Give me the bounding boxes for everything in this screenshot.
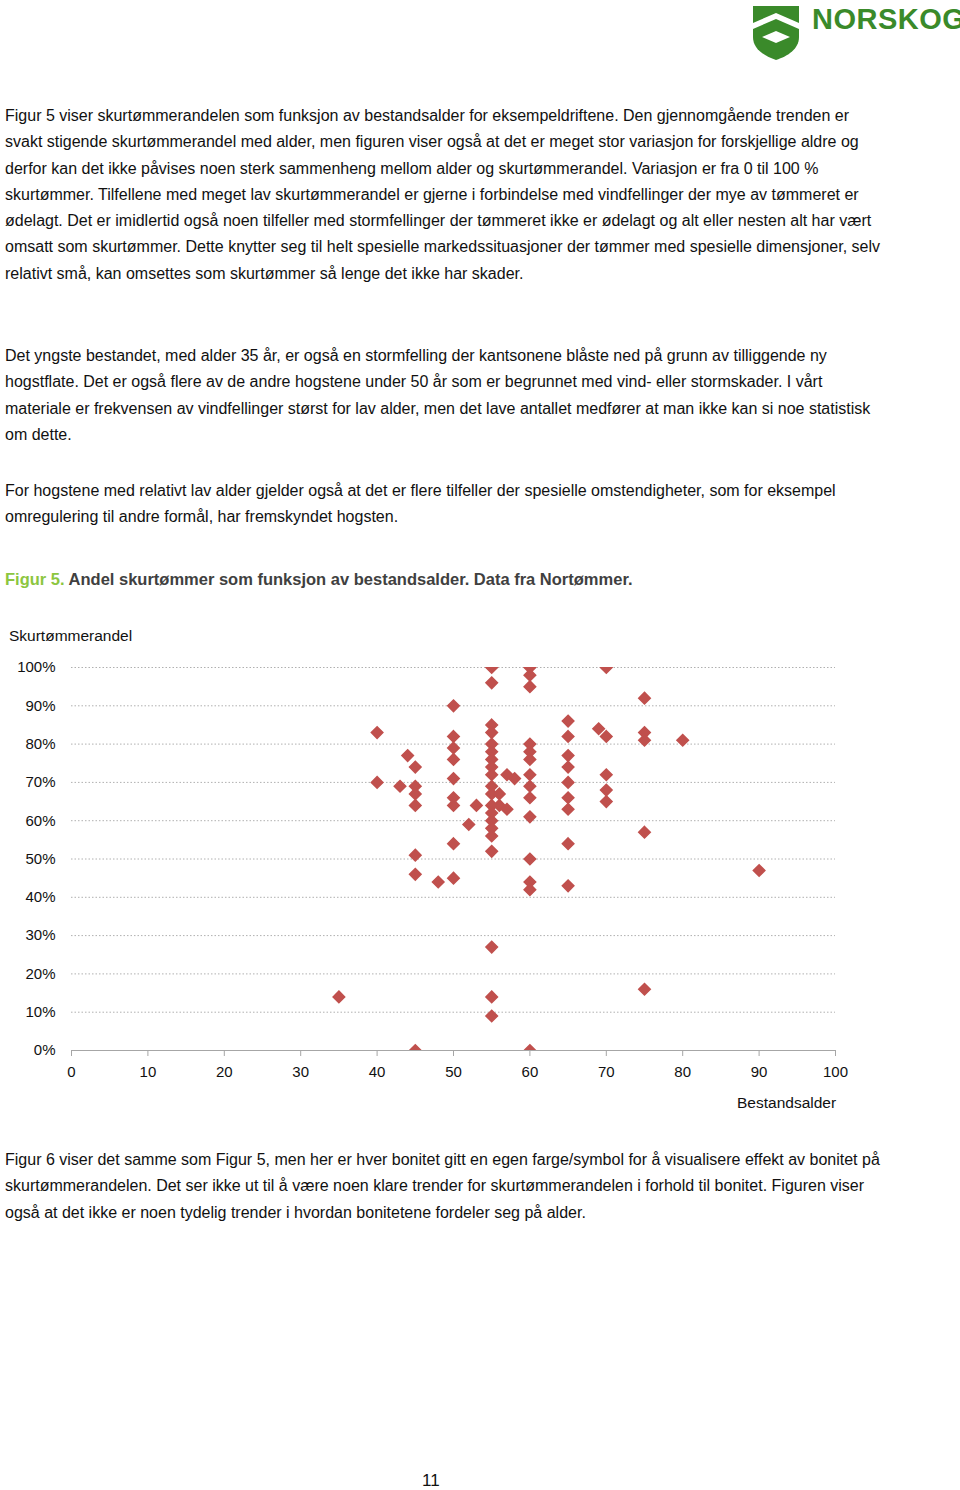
svg-text:90%: 90%: [25, 697, 55, 714]
svg-text:70: 70: [598, 1063, 615, 1080]
svg-text:60: 60: [522, 1063, 539, 1080]
svg-text:40%: 40%: [25, 888, 55, 905]
svg-text:30%: 30%: [25, 926, 55, 943]
svg-text:80: 80: [674, 1063, 691, 1080]
svg-text:50%: 50%: [25, 850, 55, 867]
svg-text:0: 0: [67, 1063, 75, 1080]
svg-text:100: 100: [823, 1063, 848, 1080]
html-text:Det yngste bestandet, med alde: Det yngste bestandet, med alder 35 år, e…: [5, 347, 871, 443]
html-text:Skurtømmerandel: Skurtømmerandel: [9, 627, 133, 644]
svg-text:100%: 100%: [17, 658, 55, 675]
svg-text:20: 20: [216, 1063, 233, 1080]
svg-text:50: 50: [445, 1063, 462, 1080]
html-text:For hogstene med relativt lav: For hogstene med relativt lav alder gjel…: [5, 482, 836, 526]
svg-text:90: 90: [751, 1063, 768, 1080]
svg-text:30: 30: [292, 1063, 309, 1080]
svg-text:60%: 60%: [25, 812, 55, 829]
svg-text:0%: 0%: [34, 1041, 56, 1058]
svg-text:20%: 20%: [25, 965, 55, 982]
svg-text:80%: 80%: [25, 735, 55, 752]
html-text:Figur 5. Andel skurtømmer som: Figur 5. Andel skurtømmer som funksjon a…: [5, 570, 633, 588]
svg-text:70%: 70%: [25, 773, 55, 790]
html-text:11: 11: [422, 1471, 440, 1490]
html-text:Figur 5 viser skurtømmerandele: Figur 5 viser skurtømmerandelen som funk…: [5, 107, 880, 282]
svg-text:10%: 10%: [25, 1003, 55, 1020]
svg-text:10: 10: [140, 1063, 157, 1080]
html-text:Bestandsalder: Bestandsalder: [737, 1094, 837, 1111]
html-text:Figur 6 viser det samme som Fi: Figur 6 viser det samme som Figur 5, men…: [5, 1151, 880, 1221]
svg-text:40: 40: [369, 1063, 386, 1080]
